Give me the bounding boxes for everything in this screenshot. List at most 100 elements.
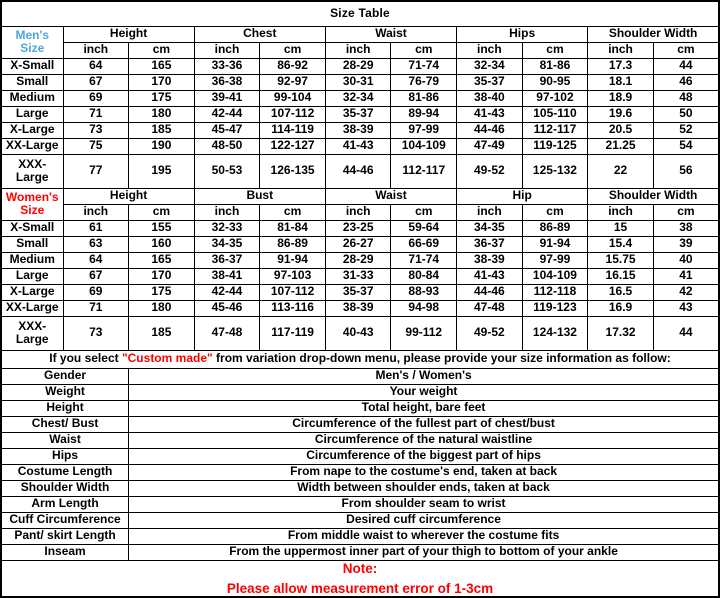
- size-value: 73: [62, 121, 130, 139]
- measurement-label: Gender: [0, 367, 130, 385]
- size-name: Medium: [0, 89, 64, 107]
- size-value: 89-94: [390, 105, 458, 123]
- unit-inch: inch: [324, 203, 392, 221]
- size-value: 81-84: [259, 219, 326, 237]
- mens-size-label: Men's Size: [0, 25, 64, 59]
- size-value: 64: [62, 251, 130, 269]
- unit-cm: cm: [128, 41, 195, 59]
- table-row: Chest/ Bust Circumference of the fullest…: [0, 415, 720, 433]
- size-value: 75: [62, 137, 130, 155]
- size-value: 114-119: [259, 121, 326, 139]
- size-value: 22: [587, 153, 654, 189]
- size-value: 30-31: [324, 73, 392, 91]
- size-value: 32-33: [193, 219, 261, 237]
- size-name: Small: [0, 73, 64, 91]
- measurement-description: Width between shoulder ends, taken at ba…: [128, 479, 720, 497]
- size-value: 46: [652, 73, 720, 91]
- measurement-description: Men's / Women's: [128, 367, 720, 385]
- table-row: Pant/ skirt Length From middle waist to …: [0, 527, 720, 545]
- size-value: 47-48: [193, 315, 261, 351]
- size-value: 42-44: [193, 105, 261, 123]
- size-value: 91-94: [521, 235, 589, 253]
- size-value: 44: [652, 57, 720, 75]
- mens-col-chest: Chest: [193, 25, 326, 43]
- table-row: Small 63 160 34-35 86-89 26-27 66-69 36-…: [0, 235, 720, 253]
- measurement-label: Chest/ Bust: [0, 415, 130, 433]
- table-row: Large 67 170 38-41 97-103 31-33 80-84 41…: [0, 267, 720, 285]
- size-value: 81-86: [521, 57, 589, 75]
- size-value: 97-102: [521, 89, 589, 107]
- size-value: 33-36: [193, 57, 261, 75]
- unit-cm: cm: [521, 203, 589, 221]
- unit-inch: inch: [456, 203, 523, 221]
- measurement-label: Cuff Circumference: [0, 511, 130, 529]
- womens-col-bust: Bust: [193, 187, 326, 205]
- measurement-label: Hips: [0, 447, 130, 465]
- size-value: 81-86: [390, 89, 458, 107]
- size-value: 16.9: [587, 299, 654, 317]
- size-value: 107-112: [259, 105, 326, 123]
- size-value: 90-95: [521, 73, 589, 91]
- size-value: 15: [587, 219, 654, 237]
- table-row: Cuff Circumference Desired cuff circumfe…: [0, 511, 720, 529]
- size-value: 117-119: [259, 315, 326, 351]
- size-value: 63: [62, 235, 130, 253]
- size-value: 190: [128, 137, 195, 155]
- size-value: 45-46: [193, 299, 261, 317]
- unit-cm: cm: [390, 41, 458, 59]
- table-row: Arm Length From shoulder seam to wrist: [0, 495, 720, 513]
- size-value: 21.25: [587, 137, 654, 155]
- unit-cm: cm: [652, 203, 720, 221]
- size-value: 38-40: [456, 89, 523, 107]
- mens-col-height: Height: [62, 25, 195, 43]
- size-value: 180: [128, 105, 195, 123]
- size-value: 105-110: [521, 105, 589, 123]
- size-value: 71-74: [390, 57, 458, 75]
- size-name: Large: [0, 105, 64, 123]
- mens-col-hips: Hips: [456, 25, 589, 43]
- unit-inch: inch: [193, 203, 261, 221]
- table-row: Hips Circumference of the biggest part o…: [0, 447, 720, 465]
- note-section: Note: Please allow measurement error of …: [0, 559, 720, 598]
- size-value: 69: [62, 89, 130, 107]
- size-value: 86-89: [259, 235, 326, 253]
- size-value: 67: [62, 73, 130, 91]
- size-value: 38: [652, 219, 720, 237]
- womens-col-shoulder-width: Shoulder Width: [587, 187, 720, 205]
- measurement-label: Height: [0, 399, 130, 417]
- size-value: 112-117: [521, 121, 589, 139]
- table-row: Costume Length From nape to the costume'…: [0, 463, 720, 481]
- unit-inch: inch: [587, 203, 654, 221]
- size-value: 175: [128, 283, 195, 301]
- size-name: X-Large: [0, 121, 64, 139]
- size-value: 40-43: [324, 315, 392, 351]
- size-value: 49-52: [456, 315, 523, 351]
- size-value: 80-84: [390, 267, 458, 285]
- size-value: 49-52: [456, 153, 523, 189]
- size-value: 119-123: [521, 299, 589, 317]
- size-value: 97-99: [390, 121, 458, 139]
- size-value: 39: [652, 235, 720, 253]
- size-name: X-Small: [0, 57, 64, 75]
- size-value: 28-29: [324, 57, 392, 75]
- size-value: 195: [128, 153, 195, 189]
- custom-made-prefix: If you select: [49, 351, 122, 366]
- size-value: 45-47: [193, 121, 261, 139]
- size-value: 86-92: [259, 57, 326, 75]
- table-row: Shoulder Width Width between shoulder en…: [0, 479, 720, 497]
- size-value: 107-112: [259, 283, 326, 301]
- custom-made-suffix: from variation drop-down menu, please pr…: [212, 351, 671, 366]
- size-value: 31-33: [324, 267, 392, 285]
- size-value: 119-125: [521, 137, 589, 155]
- size-value: 42-44: [193, 283, 261, 301]
- measurement-description: Circumference of the natural waistline: [128, 431, 720, 449]
- unit-cm: cm: [128, 203, 195, 221]
- size-value: 125-132: [521, 153, 589, 189]
- measurement-label: Costume Length: [0, 463, 130, 481]
- size-value: 76-79: [390, 73, 458, 91]
- size-value: 71: [62, 105, 130, 123]
- size-value: 16.15: [587, 267, 654, 285]
- size-value: 38-41: [193, 267, 261, 285]
- size-value: 112-118: [521, 283, 589, 301]
- size-name: Small: [0, 235, 64, 253]
